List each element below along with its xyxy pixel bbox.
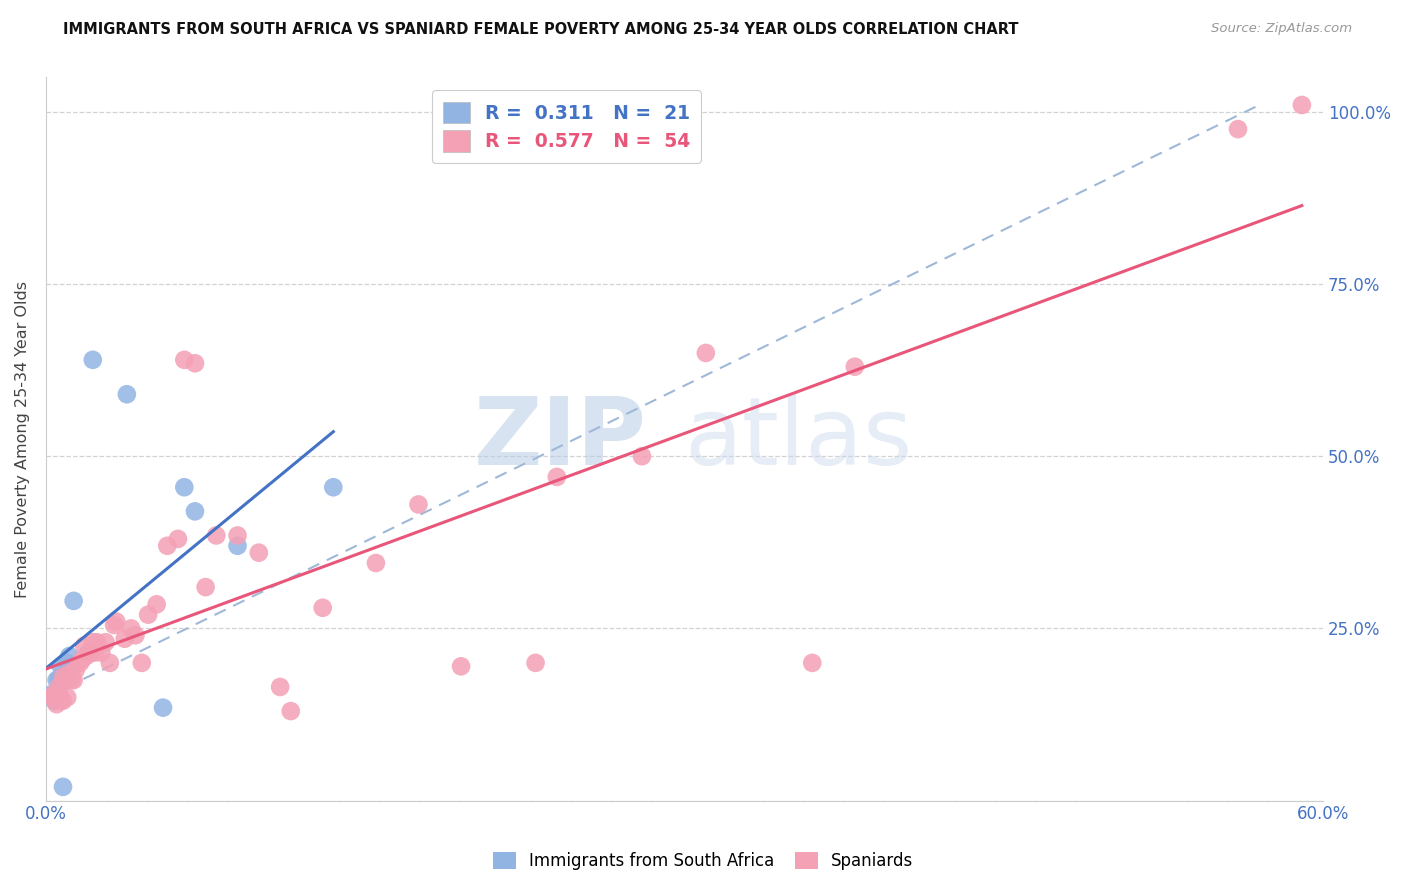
Point bbox=[77, 646, 100, 660]
Point bbox=[56, 656, 79, 670]
Point bbox=[53, 673, 76, 687]
Point bbox=[70, 652, 93, 666]
Point bbox=[49, 670, 72, 684]
Point bbox=[56, 690, 79, 705]
Text: atlas: atlas bbox=[685, 393, 912, 485]
Point bbox=[280, 704, 302, 718]
Point bbox=[524, 656, 547, 670]
Point bbox=[173, 352, 195, 367]
Point bbox=[546, 470, 568, 484]
Point bbox=[90, 646, 112, 660]
Point bbox=[205, 528, 228, 542]
Point bbox=[450, 659, 472, 673]
Point bbox=[45, 673, 67, 687]
Point bbox=[48, 680, 70, 694]
Point bbox=[194, 580, 217, 594]
Point bbox=[408, 498, 430, 512]
Point bbox=[801, 656, 824, 670]
Point bbox=[45, 697, 67, 711]
Point bbox=[120, 622, 142, 636]
Legend: Immigrants from South Africa, Spaniards: Immigrants from South Africa, Spaniards bbox=[486, 845, 920, 877]
Point bbox=[48, 673, 70, 687]
Point bbox=[631, 449, 654, 463]
Point bbox=[73, 639, 96, 653]
Point bbox=[136, 607, 159, 622]
Point bbox=[98, 656, 121, 670]
Point bbox=[844, 359, 866, 374]
Point bbox=[62, 673, 84, 687]
Point bbox=[41, 687, 63, 701]
Point bbox=[58, 666, 80, 681]
Point bbox=[364, 556, 387, 570]
Point bbox=[52, 780, 75, 794]
Text: Source: ZipAtlas.com: Source: ZipAtlas.com bbox=[1212, 22, 1353, 36]
Point bbox=[145, 597, 167, 611]
Point bbox=[62, 594, 84, 608]
Point bbox=[52, 670, 75, 684]
Point bbox=[247, 546, 270, 560]
Point bbox=[69, 656, 91, 670]
Point bbox=[49, 694, 72, 708]
Point bbox=[53, 673, 76, 687]
Point bbox=[86, 635, 108, 649]
Point bbox=[1291, 98, 1313, 112]
Point bbox=[1227, 122, 1250, 136]
Point bbox=[49, 659, 72, 673]
Point bbox=[695, 346, 717, 360]
Point bbox=[44, 687, 66, 701]
Legend: R =  0.311   N =  21, R =  0.577   N =  54: R = 0.311 N = 21, R = 0.577 N = 54 bbox=[432, 90, 702, 163]
Point bbox=[60, 673, 83, 687]
Text: IMMIGRANTS FROM SOUTH AFRICA VS SPANIARD FEMALE POVERTY AMONG 25-34 YEAR OLDS CO: IMMIGRANTS FROM SOUTH AFRICA VS SPANIARD… bbox=[63, 22, 1019, 37]
Point bbox=[312, 600, 335, 615]
Point bbox=[173, 480, 195, 494]
Point bbox=[152, 700, 174, 714]
Point bbox=[322, 480, 344, 494]
Point bbox=[75, 648, 97, 663]
Point bbox=[184, 504, 207, 518]
Point bbox=[226, 539, 249, 553]
Text: ZIP: ZIP bbox=[474, 393, 647, 485]
Point bbox=[52, 694, 75, 708]
Point bbox=[115, 387, 138, 401]
Point bbox=[94, 635, 117, 649]
Point bbox=[82, 635, 104, 649]
Point bbox=[156, 539, 179, 553]
Point bbox=[184, 356, 207, 370]
Point bbox=[124, 628, 146, 642]
Point bbox=[82, 352, 104, 367]
Point bbox=[48, 687, 70, 701]
Point bbox=[65, 663, 87, 677]
Point bbox=[114, 632, 136, 646]
Point bbox=[167, 532, 190, 546]
Point bbox=[58, 648, 80, 663]
Point bbox=[269, 680, 291, 694]
Point bbox=[131, 656, 153, 670]
Point bbox=[60, 659, 83, 673]
Point bbox=[44, 694, 66, 708]
Point bbox=[105, 615, 128, 629]
Point bbox=[41, 690, 63, 705]
Point bbox=[79, 646, 101, 660]
Point bbox=[84, 646, 107, 660]
Point bbox=[226, 528, 249, 542]
Y-axis label: Female Poverty Among 25-34 Year Olds: Female Poverty Among 25-34 Year Olds bbox=[15, 280, 30, 598]
Point bbox=[103, 618, 125, 632]
